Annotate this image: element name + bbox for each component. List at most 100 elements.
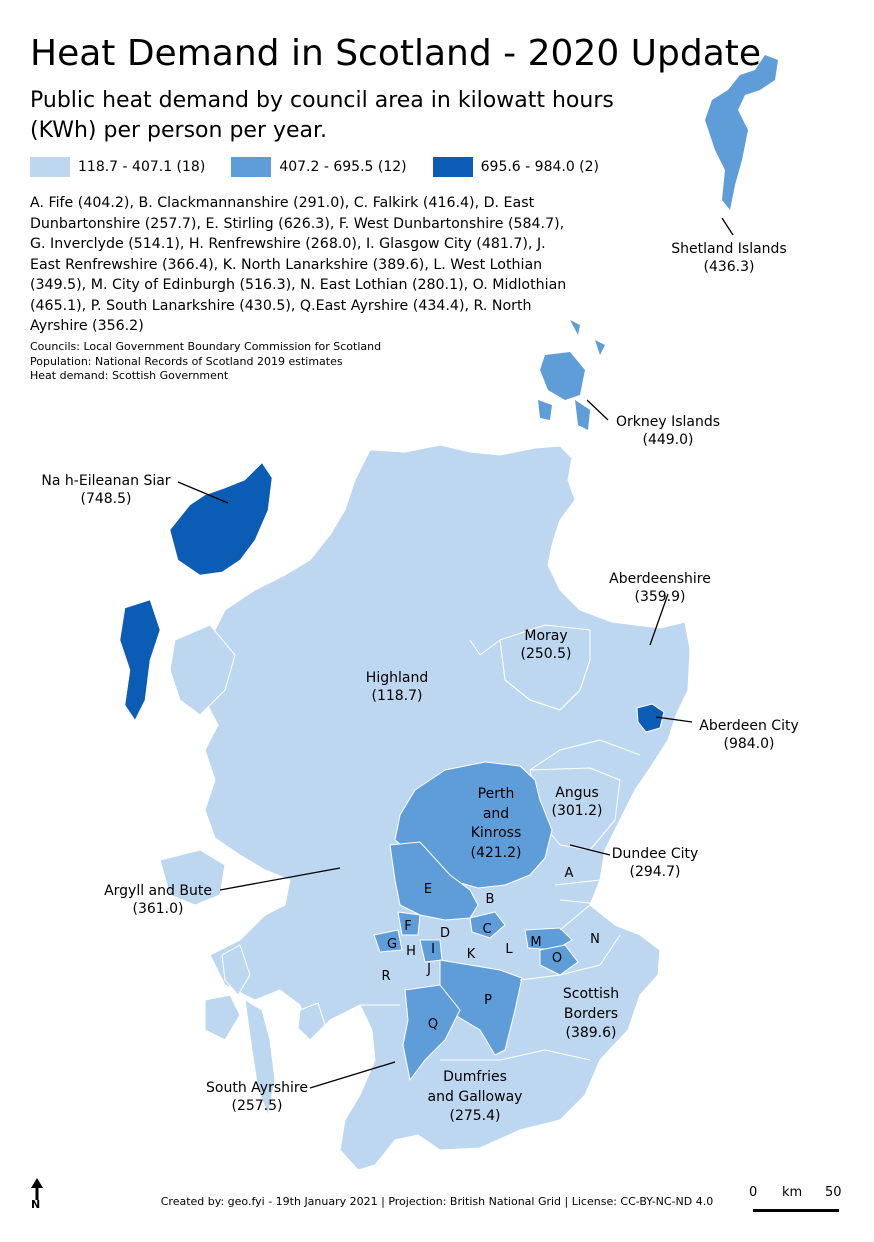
legend-swatch-low xyxy=(30,157,70,177)
legend-swatch-mid xyxy=(231,157,272,177)
label-angus-name: Angus xyxy=(555,785,599,801)
north-arrow: N xyxy=(27,1176,47,1216)
letter-q: Q xyxy=(427,1017,439,1032)
label-south-ayrshire-name: South Ayrshire xyxy=(206,1080,308,1096)
label-aberdeen-city: Aberdeen City (984.0) xyxy=(699,717,798,753)
letter-p: P xyxy=(484,993,492,1008)
scale-left: 0 xyxy=(749,1185,758,1200)
label-orkney-name: Orkney Islands xyxy=(615,414,721,430)
label-borders: Scottish Borders (389.6) xyxy=(563,985,619,1044)
label-eilean-siar-value: (748.5) xyxy=(80,491,132,507)
label-dumfries: Dumfries and Galloway (275.4) xyxy=(428,1068,523,1127)
label-eilean-siar-name: Na h-Eileanan Siar xyxy=(41,473,171,489)
e-ayrshire xyxy=(402,984,461,1081)
letter-d: D xyxy=(439,926,451,941)
legend-item-mid: 407.2 - 695.5 (12) xyxy=(231,157,407,177)
letter-l: L xyxy=(505,942,513,957)
letter-j: J xyxy=(427,962,431,977)
letter-r: R xyxy=(381,969,391,984)
letter-k: K xyxy=(466,947,476,962)
label-moray-value: (250.5) xyxy=(520,646,572,662)
legend-label-high: 695.6 - 984.0 (2) xyxy=(480,159,600,175)
label-angus-value: (301.2) xyxy=(551,803,603,819)
north-label: N xyxy=(31,1198,41,1211)
midlothian xyxy=(539,944,579,976)
islay xyxy=(204,994,241,1041)
page-subtitle: Public heat demand by council area in ki… xyxy=(30,88,614,143)
page-title: Heat Demand in Scotland - 2020 Update xyxy=(30,33,762,74)
inverclyde xyxy=(373,929,403,953)
label-argyll-value: (361.0) xyxy=(132,901,184,917)
label-eilean-siar: Na h-Eileanan Siar (748.5) xyxy=(41,472,170,508)
label-aberdeenshire: Aberdeenshire (359.9) xyxy=(609,570,711,606)
north-arrow-icon xyxy=(31,1178,43,1200)
legend-label-low: 118.7 - 407.1 (18) xyxy=(78,159,206,175)
label-orkney-value: (449.0) xyxy=(642,432,694,448)
letter-b: B xyxy=(485,892,495,907)
label-highland: Highland (118.7) xyxy=(366,669,428,705)
label-moray: Moray (250.5) xyxy=(520,627,571,663)
leader-lines xyxy=(177,217,734,1089)
label-dumfries-name2: and Galloway xyxy=(427,1088,523,1105)
label-perth-value: (421.2) xyxy=(470,844,522,861)
label-perth-name3: Kinross xyxy=(470,825,522,841)
label-highland-name: Highland xyxy=(365,670,429,686)
orkney xyxy=(538,320,605,430)
label-borders-name1: Scottish xyxy=(562,986,620,1002)
letter-o: O xyxy=(551,951,563,966)
label-moray-name: Moray xyxy=(524,628,568,644)
source-councils: Councils: Local Government Boundary Comm… xyxy=(30,340,382,353)
scale-unit: km xyxy=(782,1185,803,1200)
label-angus: Angus (301.2) xyxy=(551,784,602,820)
kintyre xyxy=(244,999,276,1116)
letter-n: N xyxy=(590,932,600,947)
label-borders-name2: Borders xyxy=(563,1005,619,1022)
label-shetland: Shetland Islands (436.3) xyxy=(671,240,787,276)
legend-swatch-high xyxy=(432,157,473,177)
label-dumfries-value: (275.4) xyxy=(449,1108,501,1124)
letter-c: C xyxy=(482,922,492,937)
label-aberdeenshire-name: Aberdeenshire xyxy=(609,571,711,587)
legend-item-high: 695.6 - 984.0 (2) xyxy=(432,157,600,177)
letter-i: I xyxy=(431,942,435,957)
letter-e: E xyxy=(423,882,433,897)
label-highland-value: (118.7) xyxy=(371,688,423,704)
scale-line xyxy=(753,1209,839,1212)
w-dunbarton xyxy=(397,911,421,936)
outer-hebrides xyxy=(119,462,273,721)
council-key: A. Fife (404.2), B. Clackmannanshire (29… xyxy=(30,195,567,334)
label-argyll-name: Argyll and Bute xyxy=(104,883,212,899)
arran xyxy=(297,1002,326,1041)
source-population: Population: National Records of Scotland… xyxy=(30,354,343,368)
label-shetland-value: (436.3) xyxy=(703,259,755,275)
label-shetland-name: Shetland Islands xyxy=(671,241,787,257)
letter-h: H xyxy=(406,944,416,959)
label-dundee-name: Dundee City xyxy=(611,846,699,862)
scale-right: 50 xyxy=(825,1185,842,1200)
legend-item-low: 118.7 - 407.1 (18) xyxy=(30,157,205,177)
label-south-ayrshire-value: (257.5) xyxy=(231,1098,283,1114)
letter-g: G xyxy=(386,937,398,952)
label-perth-kinross: Perth and Kinross (421.2) xyxy=(470,785,521,863)
sources: Councils: Local Government Boundary Comm… xyxy=(30,340,381,384)
shetland xyxy=(705,55,778,210)
label-dundee: Dundee City (294.7) xyxy=(612,845,699,881)
label-dumfries-name1: Dumfries xyxy=(443,1069,507,1085)
letter-a: A xyxy=(564,866,574,881)
label-aberdeenshire-value: (359.9) xyxy=(634,589,686,605)
letter-f: F xyxy=(404,919,412,934)
legend: 118.7 - 407.1 (18) 407.2 - 695.5 (12) 69… xyxy=(30,157,599,177)
label-perth-name2: and xyxy=(482,805,510,822)
aberdeen-city xyxy=(636,703,665,733)
legend-label-mid: 407.2 - 695.5 (12) xyxy=(279,159,407,175)
letter-m: M xyxy=(530,935,542,950)
label-aberdeen-city-name: Aberdeen City xyxy=(699,718,799,734)
source-heat: Heat demand: Scottish Government xyxy=(30,369,229,382)
label-borders-value: (389.6) xyxy=(565,1025,617,1041)
label-orkney: Orkney Islands (449.0) xyxy=(616,413,720,449)
mull xyxy=(159,849,226,906)
label-argyll: Argyll and Bute (361.0) xyxy=(104,882,212,918)
label-dundee-value: (294.7) xyxy=(629,864,681,880)
label-perth-name1: Perth xyxy=(477,786,515,802)
